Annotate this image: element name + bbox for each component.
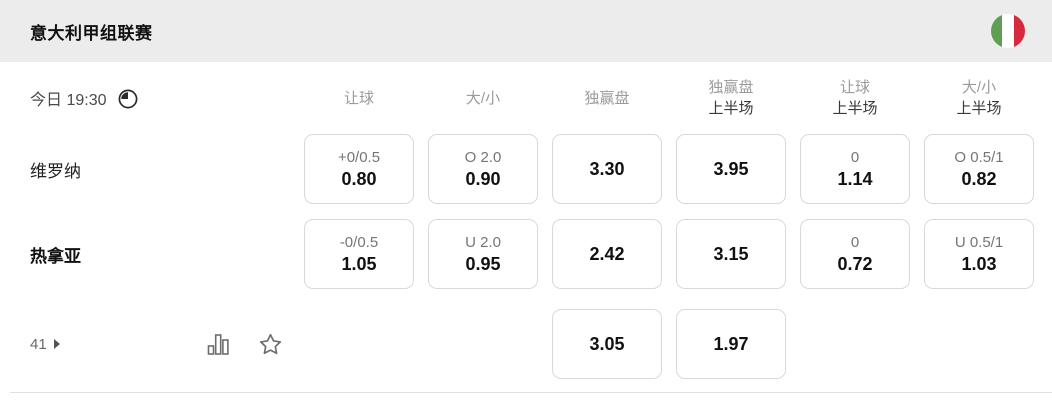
chevron-right-icon <box>53 339 60 349</box>
empty-cell <box>924 309 1034 379</box>
odds-value: 3.95 <box>713 158 749 179</box>
more-markets-button[interactable]: 41 <box>30 336 60 353</box>
more-markets-count: 41 <box>30 335 47 353</box>
column-header-handicap-first-half: 让球 上半场 <box>800 62 910 134</box>
team-cell-home: 维罗纳 <box>30 134 290 204</box>
empty-cell <box>800 309 910 379</box>
odds-moneyline-first-half-away[interactable]: 3.15 <box>676 219 786 289</box>
odds-label: +0/0.5 <box>337 148 381 166</box>
odds-moneyline-away[interactable]: 2.42 <box>552 219 662 289</box>
odds-over-under-away[interactable]: U 2.0 0.95 <box>428 219 538 289</box>
column-header-handicap: 让球 <box>304 62 414 134</box>
league-header: 意大利甲组联赛 <box>0 0 1052 62</box>
match-time-cell: 今日 19:30 <box>30 62 290 134</box>
column-header-label: 大/小 <box>961 79 997 96</box>
team-name-home: 维罗纳 <box>30 161 81 181</box>
favorite-star-icon[interactable] <box>257 331 284 358</box>
column-header-sublabel: 上半场 <box>832 100 878 117</box>
team-row-away: 热拿亚 -0/0.5 1.05 U 2.0 0.95 2.42 3.15 0 0… <box>30 219 1034 289</box>
odds-value: 0.80 <box>341 168 377 189</box>
odds-moneyline-draw[interactable]: 3.05 <box>552 309 662 379</box>
odds-moneyline-home[interactable]: 3.30 <box>552 134 662 204</box>
extras-row: 41 3.05 <box>30 309 1034 379</box>
odds-handicap-home[interactable]: +0/0.5 0.80 <box>304 134 414 204</box>
odds-handicap-away[interactable]: -0/0.5 1.05 <box>304 219 414 289</box>
column-header-sublabel: 上半场 <box>956 100 1002 117</box>
betting-odds-widget: 意大利甲组联赛 今日 19:30 让球 大 <box>0 0 1052 393</box>
column-header-label: 让球 <box>839 79 870 96</box>
odds-label: 0 <box>850 233 860 251</box>
team-name-away: 热拿亚 <box>30 246 81 266</box>
odds-value: 1.14 <box>837 168 873 189</box>
odds-value: 0.90 <box>465 168 501 189</box>
column-header-over-under: 大/小 <box>428 62 538 134</box>
odds-over-under-first-half-away[interactable]: U 0.5/1 1.03 <box>924 219 1034 289</box>
odds-label: U 0.5/1 <box>954 233 1004 251</box>
column-header-label: 让球 <box>343 89 374 107</box>
stats-icon[interactable] <box>205 331 231 357</box>
odds-handicap-first-half-away[interactable]: 0 0.72 <box>800 219 910 289</box>
column-header-moneyline-first-half: 独赢盘 上半场 <box>676 62 786 134</box>
odds-value: 3.05 <box>589 333 625 354</box>
odds-table: 今日 19:30 让球 大/小 独赢盘 独赢盘 上半场 <box>0 62 1052 379</box>
odds-label: 0 <box>850 148 860 166</box>
match-time: 今日 19:30 <box>30 92 107 109</box>
odds-moneyline-first-half-draw[interactable]: 1.97 <box>676 309 786 379</box>
odds-value: 0.72 <box>837 253 873 274</box>
odds-handicap-first-half-home[interactable]: 0 1.14 <box>800 134 910 204</box>
odds-label: O 2.0 <box>464 148 502 166</box>
odds-value: 0.95 <box>465 253 501 274</box>
team-cell-away: 热拿亚 <box>30 219 290 289</box>
odds-over-under-first-half-home[interactable]: O 0.5/1 0.82 <box>924 134 1034 204</box>
odds-value: 1.05 <box>341 253 377 274</box>
column-header-sublabel: 上半场 <box>708 100 754 117</box>
odds-value: 0.82 <box>961 168 997 189</box>
odds-over-under-home[interactable]: O 2.0 0.90 <box>428 134 538 204</box>
team-row-home: 维罗纳 +0/0.5 0.80 O 2.0 0.90 3.30 3.95 0 1… <box>30 134 1034 204</box>
odds-value: 3.15 <box>713 243 749 264</box>
column-header-label: 独赢盘 <box>708 79 754 96</box>
league-title: 意大利甲组联赛 <box>30 23 153 43</box>
extras-cell: 41 <box>30 309 290 379</box>
italy-flag-icon <box>991 14 1025 48</box>
bottom-divider <box>10 392 1052 393</box>
odds-label: O 0.5/1 <box>954 148 1004 166</box>
empty-cell <box>304 309 414 379</box>
column-header-moneyline: 独赢盘 <box>552 62 662 134</box>
column-header-label: 独赢盘 <box>584 89 630 107</box>
odds-value: 2.42 <box>589 243 625 264</box>
odds-value: 3.30 <box>589 158 625 179</box>
odds-value: 1.97 <box>713 333 749 354</box>
empty-cell <box>428 309 538 379</box>
odds-label: -0/0.5 <box>339 233 379 251</box>
column-header-over-under-first-half: 大/小 上半场 <box>924 62 1034 134</box>
odds-moneyline-first-half-home[interactable]: 3.95 <box>676 134 786 204</box>
column-header-row: 今日 19:30 让球 大/小 独赢盘 独赢盘 上半场 <box>30 62 1034 134</box>
clock-icon <box>118 89 137 108</box>
odds-value: 1.03 <box>961 253 997 274</box>
column-header-label: 大/小 <box>465 89 501 107</box>
odds-label: U 2.0 <box>465 233 501 251</box>
